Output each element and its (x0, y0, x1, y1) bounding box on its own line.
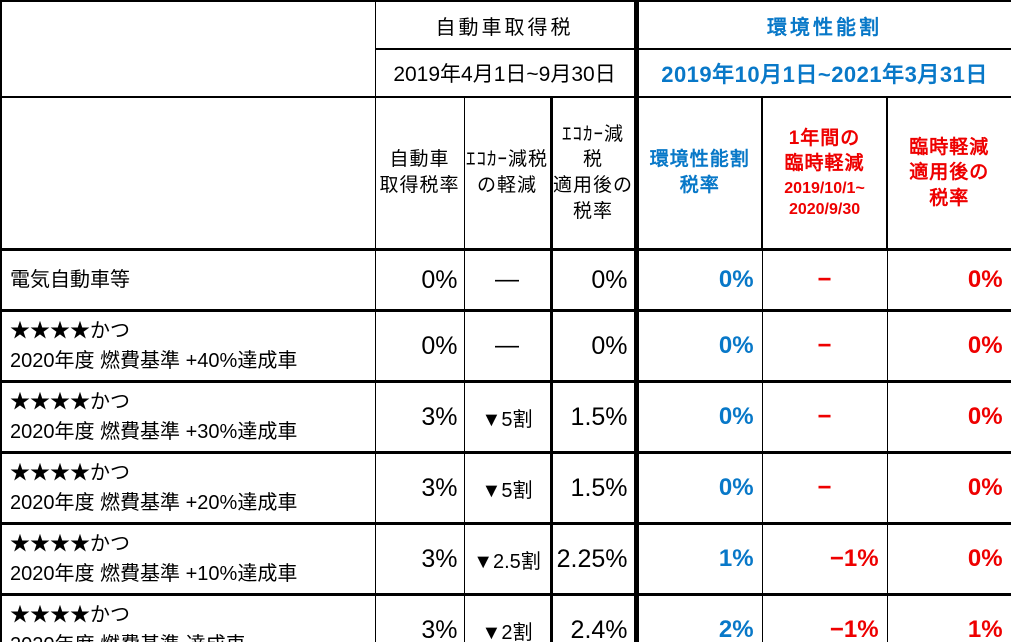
header-blank-cell (1, 96, 375, 250)
cell-acq-rate: 3% (374, 451, 464, 524)
cell-eco-applied: 0% (549, 248, 637, 311)
cell-eco-reduction: ▼5割 (463, 451, 551, 524)
row-label: ★★★★かつ 2020年度 燃費基準 +40%達成車 (1, 309, 375, 382)
col-header-env-rate: 環境性能割 税率 (633, 96, 763, 250)
acq-tax-section-header: 自動車取得税 (374, 1, 637, 49)
cell-eco-applied: 0% (549, 309, 637, 382)
cell-acq-rate: 0% (374, 309, 464, 382)
cell-acq-rate: 3% (374, 522, 464, 595)
cell-temp-reduction: −1% (761, 593, 888, 642)
table-row: ★★★★かつ 2020年度 燃費基準 +40%達成車 0% ― 0% 0% − … (1, 309, 1011, 382)
cell-acq-rate: 3% (374, 380, 464, 453)
cell-eco-reduction: ― (463, 248, 551, 311)
cell-eco-applied: 2.4% (549, 593, 637, 642)
row-label: ★★★★かつ 2020年度 燃費基準 +10%達成車 (1, 522, 375, 595)
table-row: 電気自動車等 0% ― 0% 0% − 0% (1, 248, 1011, 311)
cell-temp-applied: 0% (886, 451, 1011, 524)
col-header-acq-rate: 自動車 取得税率 (374, 96, 464, 250)
cell-temp-reduction: −1% (761, 522, 888, 595)
corner-blank-cell (1, 1, 375, 97)
row-label: ★★★★かつ 2020年度 燃費基準 +20%達成車 (1, 451, 375, 524)
cell-env-rate: 0% (633, 309, 763, 382)
table-row: ★★★★かつ 2020年度 燃費基準 達成車 3% ▼2割 2.4% 2% −1… (1, 593, 1011, 642)
row-label: ★★★★かつ 2020年度 燃費基準 達成車 (1, 593, 375, 642)
cell-env-rate: 2% (633, 593, 763, 642)
cell-eco-reduction: ▼5割 (463, 380, 551, 453)
env-tax-period: 2019年10月1日~2021年3月31日 (633, 48, 1011, 97)
cell-temp-reduction: − (761, 380, 888, 453)
cell-env-rate: 0% (633, 248, 763, 311)
cell-temp-applied: 1% (886, 593, 1011, 642)
row-label: ★★★★かつ 2020年度 燃費基準 +30%達成車 (1, 380, 375, 453)
cell-temp-reduction: − (761, 451, 888, 524)
col-header-eco-reduction: ｴｺｶｰ減税 の軽減 (463, 96, 551, 250)
cell-eco-reduction: ▼2割 (463, 593, 551, 642)
cell-eco-reduction: ▼2.5割 (463, 522, 551, 595)
cell-env-rate: 0% (633, 380, 763, 453)
cell-eco-applied: 1.5% (549, 451, 637, 524)
cell-env-rate: 1% (633, 522, 763, 595)
cell-temp-applied: 0% (886, 380, 1011, 453)
table-row: ★★★★かつ 2020年度 燃費基準 +20%達成車 3% ▼5割 1.5% 0… (1, 451, 1011, 524)
table-row: ★★★★かつ 2020年度 燃費基準 +30%達成車 3% ▼5割 1.5% 0… (1, 380, 1011, 453)
cell-temp-reduction: − (761, 248, 888, 311)
table-row: ★★★★かつ 2020年度 燃費基準 +10%達成車 3% ▼2.5割 2.25… (1, 522, 1011, 595)
env-tax-section-header: 環境性能割 (633, 1, 1011, 49)
acq-tax-period: 2019年4月1日~9月30日 (374, 48, 637, 97)
cell-temp-reduction: − (761, 309, 888, 382)
col-header-temp-applied: 臨時軽減 適用後の 税率 (886, 96, 1011, 250)
col-header-temp-reduction-period: 2019/10/1~ 2020/9/30 (784, 179, 865, 218)
col-header-temp-reduction-title: 1年間の 臨時軽減 (784, 127, 865, 175)
row-label: 電気自動車等 (1, 248, 375, 311)
cell-acq-rate: 3% (374, 593, 464, 642)
cell-eco-applied: 2.25% (549, 522, 637, 595)
cell-acq-rate: 0% (374, 248, 464, 311)
cell-eco-reduction: ― (463, 309, 551, 382)
cell-eco-applied: 1.5% (549, 380, 637, 453)
cell-temp-applied: 0% (886, 522, 1011, 595)
cell-env-rate: 0% (633, 451, 763, 524)
cell-temp-applied: 0% (886, 309, 1011, 382)
col-header-temp-reduction: 1年間の 臨時軽減 2019/10/1~ 2020/9/30 (761, 96, 888, 250)
col-header-eco-applied: ｴｺｶｰ減税 適用後の 税率 (549, 96, 637, 250)
cell-temp-applied: 0% (886, 248, 1011, 311)
